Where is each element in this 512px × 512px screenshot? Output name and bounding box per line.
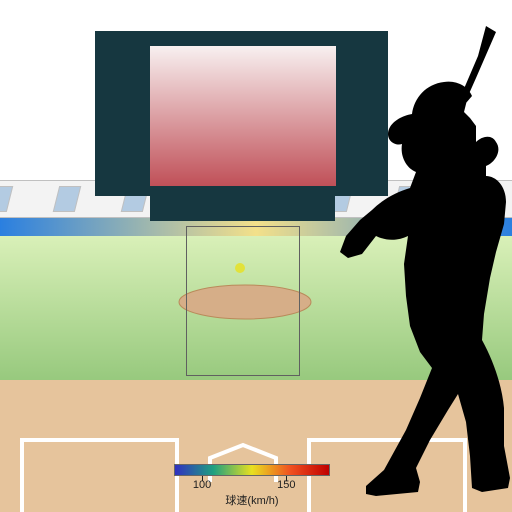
legend-label: 球速(km/h) — [174, 492, 330, 508]
legend-tick-label: 100 — [188, 479, 216, 491]
legend-tick-label: 150 — [272, 479, 300, 491]
speed-legend-bar — [174, 464, 330, 476]
batter-layer — [0, 0, 512, 512]
batter-silhouette — [340, 26, 510, 496]
